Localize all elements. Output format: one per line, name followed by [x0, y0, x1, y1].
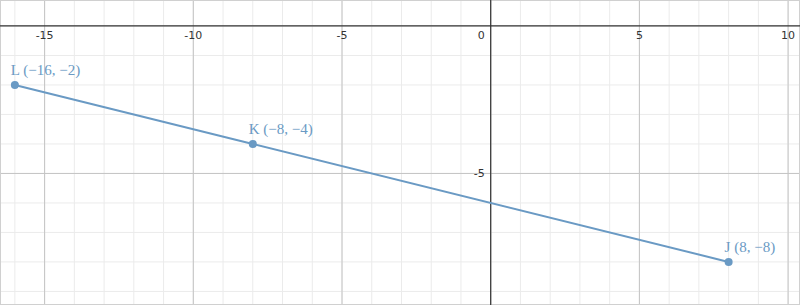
minor-grid-line: [14, 0, 15, 305]
x-grid-line: [342, 0, 343, 305]
axes: [0, 0, 800, 305]
minor-grid-line: [550, 0, 551, 305]
x-tick-label: 5: [636, 29, 643, 42]
point-label: J (8, −8): [725, 239, 776, 256]
minor-grid-line: [371, 0, 372, 305]
minor-grid-line: [0, 173, 800, 174]
minor-grid-line: [342, 0, 343, 305]
minor-grid-line: [639, 0, 640, 305]
chart-container: -15 -10 -5 0 5 10 -5 L (−16, −2) K (−8, −4) J (8,…: [0, 0, 800, 305]
minor-grid-line: [252, 0, 253, 305]
x-tick-label: -10: [184, 29, 202, 42]
minor-grid-line: [104, 0, 105, 305]
point-label: L (−16, −2): [11, 62, 80, 79]
grid: [0, 0, 800, 305]
x-grid-line: [639, 0, 640, 305]
x-grid-line: [788, 0, 789, 305]
minor-grid-line: [133, 0, 134, 305]
minor-grid-line: [460, 0, 461, 305]
minor-grid-line: [74, 0, 75, 305]
minor-grid-line: [669, 0, 670, 305]
minor-grid-line: [312, 0, 313, 305]
minor-grid-line: [0, 291, 800, 292]
x-grid-line: [193, 0, 194, 305]
point: [249, 140, 257, 148]
minor-grid-line: [44, 0, 45, 305]
minor-grid-line: [0, 114, 800, 115]
minor-grid-line: [0, 143, 800, 144]
x-tick-label: -15: [36, 29, 54, 42]
minor-grid-line: [609, 0, 610, 305]
minor-grid-line: [431, 0, 432, 305]
data: [11, 81, 733, 266]
y-grid-line: [0, 173, 800, 174]
minor-grid-line: [520, 0, 521, 305]
x-tick-label: 0: [478, 29, 485, 42]
point: [725, 258, 733, 266]
x-axis: [0, 25, 800, 26]
minor-grid-line: [401, 0, 402, 305]
point-label: K (−8, −4): [249, 121, 313, 138]
minor-grid-line: [0, 25, 800, 26]
y-tick-label: -5: [474, 167, 485, 180]
y-axis: [490, 0, 491, 305]
minor-grid-line: [0, 202, 800, 203]
point: [11, 81, 19, 89]
minor-grid-line: [698, 0, 699, 305]
line: [15, 85, 729, 262]
minor-grid-line: [282, 0, 283, 305]
minor-grid-line: [193, 0, 194, 305]
minor-grid-line: [758, 0, 759, 305]
minor-grid-line: [0, 55, 800, 56]
minor-grid-line: [788, 0, 789, 305]
x-tick-label: -5: [337, 29, 348, 42]
plot-frame: [1, 1, 800, 305]
x-grid-line: [44, 0, 45, 305]
minor-grid-line: [490, 0, 491, 305]
x-grid-line: [490, 0, 491, 305]
minor-grid-line: [0, 261, 800, 262]
x-tick-label: 10: [781, 29, 795, 42]
minor-grid-line: [223, 0, 224, 305]
minor-grid-line: [579, 0, 580, 305]
minor-grid-line: [0, 84, 800, 85]
minor-grid-line: [163, 0, 164, 305]
chart: -15 -10 -5 0 5 10 -5 L (−16, −2) K (−8, −4) J (8,…: [0, 0, 800, 305]
minor-grid-line: [0, 232, 800, 233]
